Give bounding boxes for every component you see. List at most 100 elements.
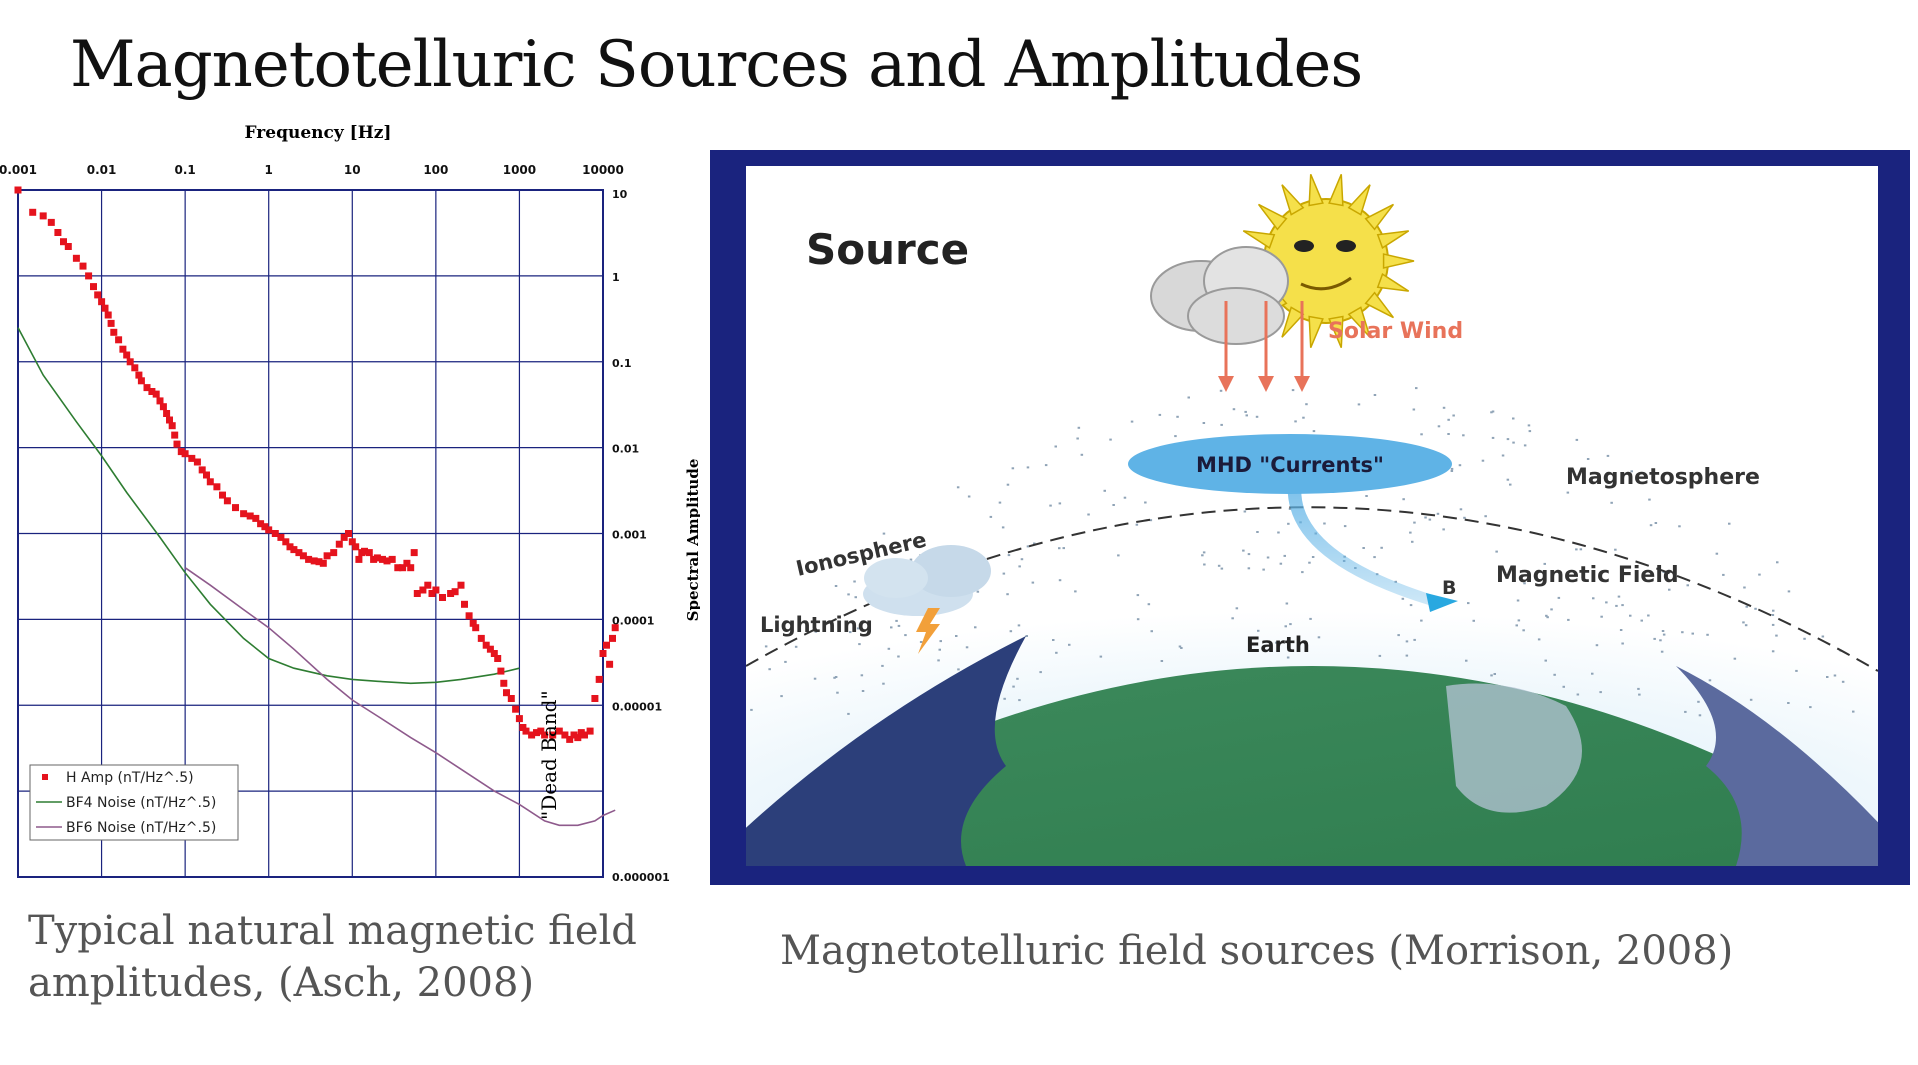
h-amp-point [370,555,378,563]
speckle [1605,601,1608,604]
legend-h-amp: H Amp (nT/Hz^.5) [66,770,194,786]
h-amp-point [365,549,373,557]
h-amp-point [330,549,338,557]
h-amp-point [94,291,102,299]
speckle [1011,467,1015,470]
speckle [1617,595,1621,598]
h-amp-point [198,466,206,474]
speckle [1026,545,1030,548]
speckle [1219,389,1223,392]
speckle [1595,644,1599,647]
speckle [860,674,864,677]
diagram-caption: Magnetotelluric field sources (Morrison,… [780,928,1734,974]
speckle [1852,710,1855,713]
h-amp-point [119,345,127,353]
speckle [1442,528,1445,531]
h-amp-point [315,558,323,566]
h-amp-point [159,403,167,411]
speckle [1795,669,1798,672]
speckle [794,645,798,648]
speckle [836,691,839,694]
h-amp-point [299,552,307,560]
speckle [1527,424,1531,427]
x-tick-label: 0.01 [87,163,117,177]
speckle [1592,597,1595,600]
speckle [1686,584,1689,587]
h-amp-point [29,208,37,216]
h-amp-point [310,557,318,565]
speckle [784,660,787,663]
speckle [1749,698,1753,701]
speckle [1600,615,1603,618]
h-amp-point [181,450,189,458]
speckle [1362,547,1365,549]
magnetosphere-label: Magnetosphere [1566,465,1760,490]
h-amp-point [606,660,614,668]
speckle [1436,512,1440,515]
h-amp-point [261,523,269,531]
h-amp-point [361,547,368,555]
speckle [1052,639,1055,641]
speckle [1610,501,1613,504]
speckle [1495,550,1498,553]
speckle [1187,396,1190,399]
sun-ray [1364,291,1395,319]
speckle [1758,573,1761,576]
sun-ray [1376,273,1410,292]
speckle [1103,489,1106,492]
h-amp-point [295,549,303,557]
h-amp-point [424,581,432,589]
speckle [1054,445,1057,448]
sun-ray [1281,184,1305,216]
h-amp-point [394,564,402,572]
speckle [1614,548,1617,551]
h-amp-point [219,491,226,499]
speckle [1649,524,1653,527]
speckle [1412,408,1416,411]
sun-icon [1237,174,1415,348]
speckle [1706,633,1709,636]
h-amp-point [586,727,594,735]
speckle [1033,542,1036,545]
speckle [1135,523,1139,526]
h-amp-point [566,735,574,743]
speckle [1659,639,1662,642]
h-amp-point [213,483,221,491]
speckle [1020,558,1024,561]
speckle [1545,614,1548,617]
h-amp-point [39,212,47,220]
speckle [856,627,860,630]
speckle [1557,596,1561,599]
speckle [1517,619,1521,622]
h-amp-point [335,540,343,548]
speckle [1550,608,1553,611]
h-amp-point [410,549,418,557]
sun-ray [1242,230,1276,249]
h-amp-point [461,600,468,608]
speckle [1662,633,1666,636]
speckle [1305,403,1308,406]
lightning-bolt-icon [916,608,940,654]
chart-legend: H Amp (nT/Hz^.5) BF4 Noise (nT/Hz^.5) BF… [29,764,239,841]
legend-bf6: BF6 Noise (nT/Hz^.5) [66,820,216,836]
speckle [1130,420,1134,423]
speckle [1243,510,1247,513]
h-amp-point [135,371,143,379]
speckle [1684,710,1687,713]
h-amp-point [271,530,279,537]
speckle [904,634,907,637]
speckle [1698,714,1702,717]
speckle [1537,638,1541,641]
h-amp-point [419,586,427,594]
sun-ray [1308,315,1324,348]
magnetic-field-arrow [1426,593,1458,612]
speckle [1522,629,1525,632]
speckle [1591,672,1594,675]
speckle [1176,415,1179,418]
h-amp-point [477,634,485,642]
speckle [1771,623,1775,626]
speckle [1803,637,1806,640]
speckle [1220,423,1223,426]
speckle [1501,454,1505,457]
h-amp-point [407,564,415,572]
